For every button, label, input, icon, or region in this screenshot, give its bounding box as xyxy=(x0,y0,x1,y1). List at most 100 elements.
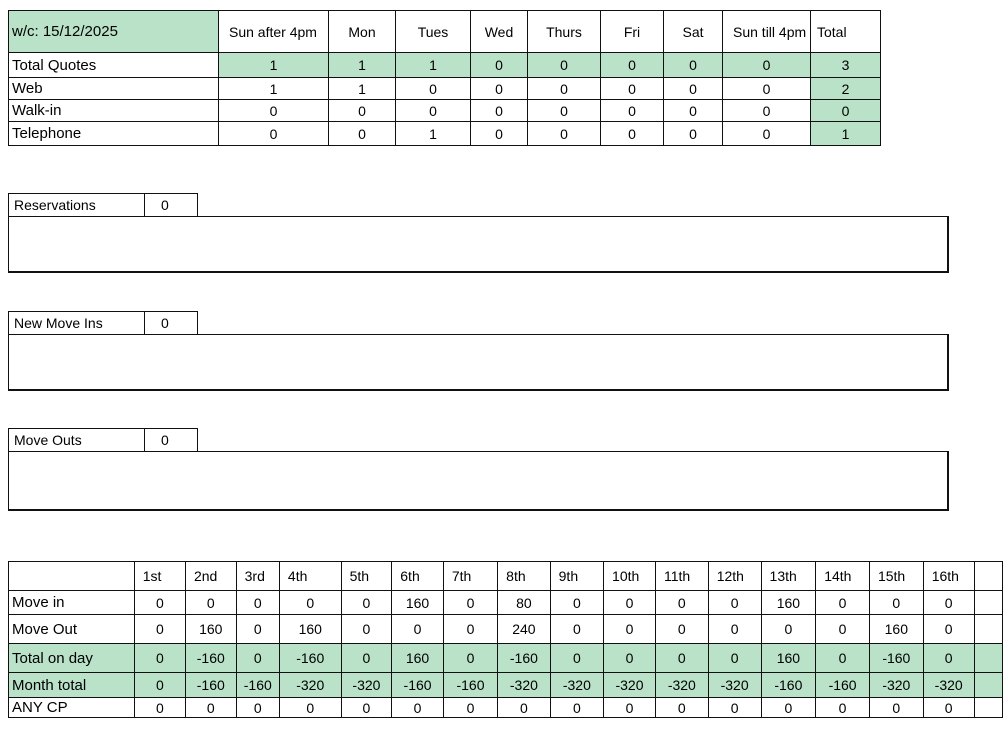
day-header[interactable]: 8th xyxy=(497,561,551,591)
col-header[interactable]: Sun after 4pm xyxy=(218,10,329,53)
day-cell[interactable]: 0 xyxy=(340,590,393,615)
row-label[interactable]: Web xyxy=(8,77,219,100)
col-header[interactable]: Total xyxy=(810,10,881,53)
reservations-notes-box[interactable] xyxy=(8,216,949,273)
day-header[interactable]: 10th xyxy=(603,561,656,591)
day-cell[interactable]: 0 xyxy=(654,643,709,673)
quote-cell[interactable]: 0 xyxy=(218,99,329,122)
day-cell[interactable]: -320 xyxy=(278,672,342,698)
quote-cell[interactable]: 0 xyxy=(395,99,471,122)
day-cell[interactable]: 0 xyxy=(760,614,817,644)
day-cell[interactable]: -320 xyxy=(707,672,762,698)
quote-cell[interactable]: 0 xyxy=(470,121,528,146)
day-cell[interactable]: 0 xyxy=(707,614,762,644)
day-header[interactable]: 5th xyxy=(340,561,393,591)
row-label[interactable]: Move in xyxy=(8,590,135,615)
day-header-overflow[interactable] xyxy=(973,561,1003,591)
day-header[interactable]: 11th xyxy=(654,561,709,591)
day-cell[interactable]: -160 xyxy=(235,672,280,698)
day-header[interactable]: 14th xyxy=(815,561,870,591)
day-cell[interactable]: 0 xyxy=(815,590,870,615)
day-cell[interactable]: 0 xyxy=(654,697,709,718)
day-cell[interactable]: 240 xyxy=(497,614,551,644)
day-header[interactable]: 13th xyxy=(760,561,817,591)
week-commencing-cell[interactable]: w/c: 15/12/2025 xyxy=(8,10,219,53)
day-header[interactable]: 7th xyxy=(442,561,499,591)
day-cell[interactable]: 160 xyxy=(391,643,444,673)
quote-cell[interactable]: 0 xyxy=(600,99,664,122)
day-cell[interactable]: -320 xyxy=(497,672,551,698)
day-cell[interactable]: -160 xyxy=(442,672,499,698)
day-cell-overflow[interactable] xyxy=(973,590,1003,615)
quote-cell[interactable]: 0 xyxy=(527,52,601,78)
day-cell[interactable]: 0 xyxy=(235,590,280,615)
quote-cell[interactable]: 2 xyxy=(810,77,881,100)
col-header[interactable]: Mon xyxy=(328,10,396,53)
col-header[interactable]: Wed xyxy=(470,10,528,53)
day-cell[interactable]: 0 xyxy=(235,697,280,718)
day-cell[interactable]: 0 xyxy=(278,697,342,718)
quote-cell[interactable]: 1 xyxy=(218,77,329,100)
quote-cell[interactable]: 1 xyxy=(810,121,881,146)
day-cell[interactable]: 0 xyxy=(868,697,924,718)
quote-cell[interactable]: 1 xyxy=(328,77,396,100)
day-cell-overflow[interactable] xyxy=(973,643,1003,673)
quote-cell[interactable]: 0 xyxy=(328,121,396,146)
day-cell[interactable]: 0 xyxy=(760,697,817,718)
day-cell[interactable]: 0 xyxy=(603,590,656,615)
day-cell[interactable]: 0 xyxy=(922,614,975,644)
day-cell[interactable]: 0 xyxy=(603,614,656,644)
day-cell[interactable]: -320 xyxy=(922,672,975,698)
day-cell[interactable]: 0 xyxy=(235,614,280,644)
row-label[interactable]: Month total xyxy=(8,672,135,698)
day-cell[interactable]: 0 xyxy=(133,614,186,644)
quote-cell[interactable]: 0 xyxy=(470,52,528,78)
reservations-count[interactable]: 0 xyxy=(145,193,198,217)
day-cell[interactable]: 0 xyxy=(184,590,237,615)
quote-cell[interactable]: 0 xyxy=(527,99,601,122)
day-cell[interactable]: -160 xyxy=(391,672,444,698)
quote-cell[interactable]: 0 xyxy=(810,99,881,122)
quote-cell[interactable]: 0 xyxy=(722,99,811,122)
new-move-ins-count[interactable]: 0 xyxy=(145,311,198,335)
day-cell-overflow[interactable] xyxy=(973,672,1003,698)
day-cell[interactable]: 0 xyxy=(815,697,870,718)
day-cell[interactable]: -320 xyxy=(654,672,709,698)
day-cell[interactable]: -320 xyxy=(549,672,605,698)
day-cell[interactable]: 160 xyxy=(184,614,237,644)
quote-cell[interactable]: 0 xyxy=(600,52,664,78)
day-header[interactable]: 3rd xyxy=(235,561,280,591)
day-cell[interactable]: -320 xyxy=(603,672,656,698)
day-cell[interactable]: -160 xyxy=(760,672,817,698)
row-label[interactable]: ANY CP xyxy=(8,697,135,718)
day-cell[interactable]: 80 xyxy=(497,590,551,615)
day-cell[interactable]: -160 xyxy=(497,643,551,673)
move-outs-notes-box[interactable] xyxy=(8,451,949,511)
day-cell[interactable]: 0 xyxy=(442,590,499,615)
quote-cell[interactable]: 0 xyxy=(722,52,811,78)
new-move-ins-notes-box[interactable] xyxy=(8,334,949,391)
day-cell[interactable]: 0 xyxy=(603,643,656,673)
quote-cell[interactable]: 0 xyxy=(527,77,601,100)
day-header[interactable]: 15th xyxy=(868,561,924,591)
col-header[interactable]: Thurs xyxy=(527,10,601,53)
day-cell[interactable]: 0 xyxy=(549,590,605,615)
quote-cell[interactable]: 0 xyxy=(663,77,723,100)
quote-cell[interactable]: 0 xyxy=(722,121,811,146)
quote-cell[interactable]: 0 xyxy=(470,99,528,122)
day-cell[interactable]: -160 xyxy=(868,643,924,673)
day-cell[interactable]: 160 xyxy=(760,643,817,673)
quote-cell[interactable]: 0 xyxy=(527,121,601,146)
quote-cell[interactable]: 0 xyxy=(328,99,396,122)
day-cell-overflow[interactable] xyxy=(973,697,1003,718)
day-cell[interactable]: 0 xyxy=(133,590,186,615)
day-cell[interactable]: 0 xyxy=(654,614,709,644)
quote-cell[interactable]: 1 xyxy=(395,121,471,146)
day-cell[interactable]: 0 xyxy=(133,697,186,718)
day-cell[interactable]: 0 xyxy=(603,697,656,718)
day-cell[interactable]: 0 xyxy=(654,590,709,615)
quote-cell[interactable]: 0 xyxy=(663,121,723,146)
day-header[interactable]: 4th xyxy=(278,561,342,591)
day-cell[interactable]: -320 xyxy=(868,672,924,698)
day-cell[interactable]: 0 xyxy=(184,697,237,718)
